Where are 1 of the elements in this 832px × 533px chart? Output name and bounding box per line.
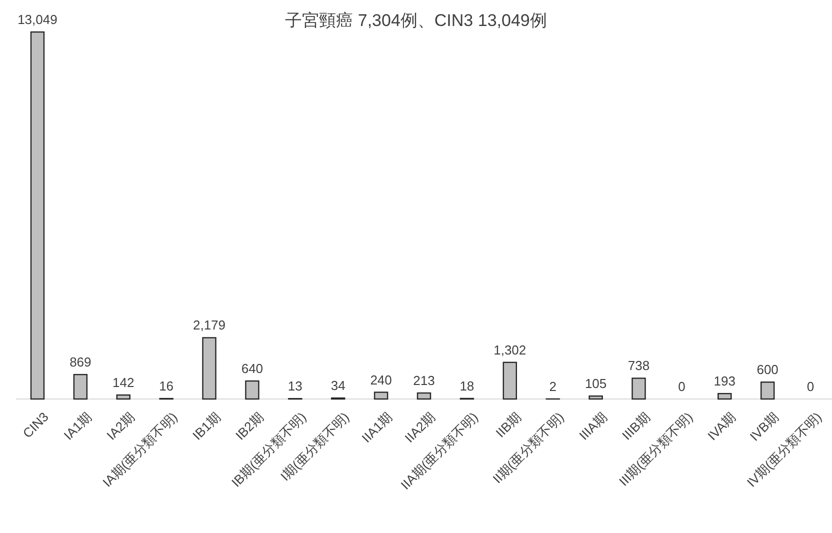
title: 子宮頸癌 7,304例、CIN3 13,049例 [285, 11, 547, 30]
